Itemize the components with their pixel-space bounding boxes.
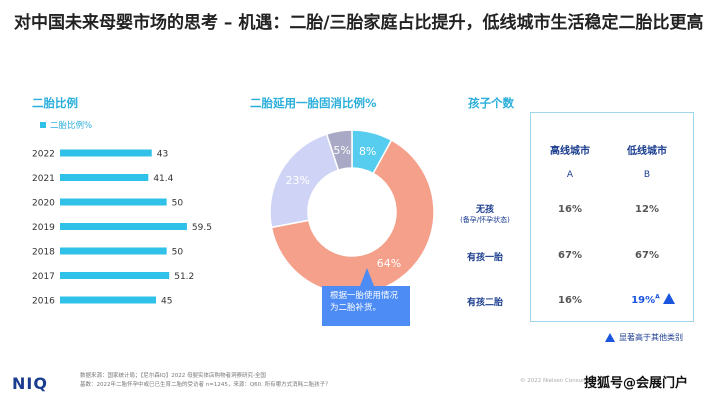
bar-category-label: 2017: [32, 272, 55, 282]
cell-one-child-b: 67%: [635, 250, 659, 261]
callout-box: 根据一胎使用情况为二胎补货。: [322, 286, 410, 326]
row-sublabel: (备孕/怀孕状态): [460, 216, 510, 224]
col-head-low-tier: 低线城市: [627, 146, 667, 157]
bar-chart-title: 二胎比例: [32, 96, 78, 110]
bar-2021: [60, 174, 149, 181]
donut-slice-1: [270, 139, 435, 295]
bar-chart: 2022 43 2021 41.4 2020 50 2019 59.5 2018 50 2017 51…: [32, 149, 212, 307]
cell-two-children-a: 16%: [558, 295, 582, 306]
bar-2019: [60, 223, 187, 230]
niq-logo: NIQ: [12, 374, 48, 393]
triangle-up-icon: [662, 293, 675, 304]
bar-category-label: 2019: [32, 223, 55, 233]
source-note: 数据来源：国家统计局；【尼尔森IQ】2022 母婴实体店购物者洞察研究-全国 基…: [80, 372, 460, 390]
bar-value-label: 50: [172, 248, 184, 258]
bar-2020: [60, 198, 167, 206]
bar-category-label: 2018: [32, 248, 55, 258]
bar-2022: [60, 149, 152, 157]
col-letter-b: B: [643, 170, 651, 180]
donut-slice-label: 5%: [333, 144, 350, 157]
cell-no-child-b: 12%: [635, 204, 659, 215]
source-line-1: 数据来源：国家统计局；【尼尔森IQ】2022 母婴实体店购物者洞察研究-全国: [80, 373, 266, 379]
triangle-up-icon: [605, 333, 615, 342]
cell-value: 19%: [631, 295, 656, 306]
cell-two-children-b: 19%A: [618, 293, 688, 306]
donut-chart: 8% 64% 23% 5%: [269, 129, 435, 295]
donut-slice-label: 64%: [377, 257, 401, 270]
bar-legend: 二胎比例%: [40, 119, 92, 131]
bar-2016: [60, 296, 156, 304]
bar-2018: [60, 247, 167, 255]
row-label-two-children: 有孩二胎: [466, 298, 503, 308]
row-label-no-child: 无孩 (备孕/怀孕状态): [440, 202, 530, 225]
bar-value-label: 43: [157, 150, 168, 160]
row-label-text: 无孩: [475, 205, 494, 215]
col-head-high-tier: 高线城市: [550, 146, 590, 157]
legend-swatch: [40, 122, 46, 128]
note-text: 显著高于其他类别: [619, 333, 683, 342]
table-title: 孩子个数: [468, 96, 514, 110]
significance-note: 显著高于其他类别: [605, 332, 683, 343]
bar-value-label: 51.2: [174, 272, 194, 282]
bar-value-label: 59.5: [192, 223, 212, 233]
significance-marker: A: [655, 293, 660, 301]
donut-chart-title: 二胎延用一胎固消比例%: [250, 96, 377, 110]
col-letter-a: A: [566, 170, 574, 180]
page-title: 对中国未来母婴市场的思考 – 机遇：二胎/三胎家庭占比提升，低线城市生活稳定二胎…: [14, 13, 704, 33]
donut-slice-label: 23%: [286, 174, 310, 187]
bar-category-label: 2020: [32, 199, 55, 209]
callout-arrow: [360, 268, 374, 286]
row-label-one-child: 有孩一胎: [466, 253, 503, 263]
cell-one-child-a: 67%: [558, 250, 582, 261]
source-line-2: 基数：2022年二胎怀孕中或已已生育二胎的受访者 n=1245，来源：Q60. …: [80, 382, 331, 388]
copyright: © 2022 Nielsen Consumer LLC: [520, 378, 605, 384]
table-frame: [530, 112, 694, 322]
bar-value-label: 50: [172, 199, 184, 209]
donut-slice-3: [325, 129, 353, 172]
watermark: 搜狐号@会展门户: [584, 376, 689, 391]
legend-label: 二胎比例%: [50, 121, 93, 131]
bar-value-label: 45: [161, 297, 172, 307]
bar-category-label: 2016: [32, 297, 55, 307]
bar-value-label: 41.4: [153, 174, 173, 184]
bar-category-label: 2021: [32, 174, 55, 184]
donut-slice-label: 8%: [359, 145, 376, 158]
bar-2017: [60, 272, 170, 279]
bar-category-label: 2022: [32, 150, 55, 160]
cell-no-child-a: 16%: [558, 204, 582, 215]
